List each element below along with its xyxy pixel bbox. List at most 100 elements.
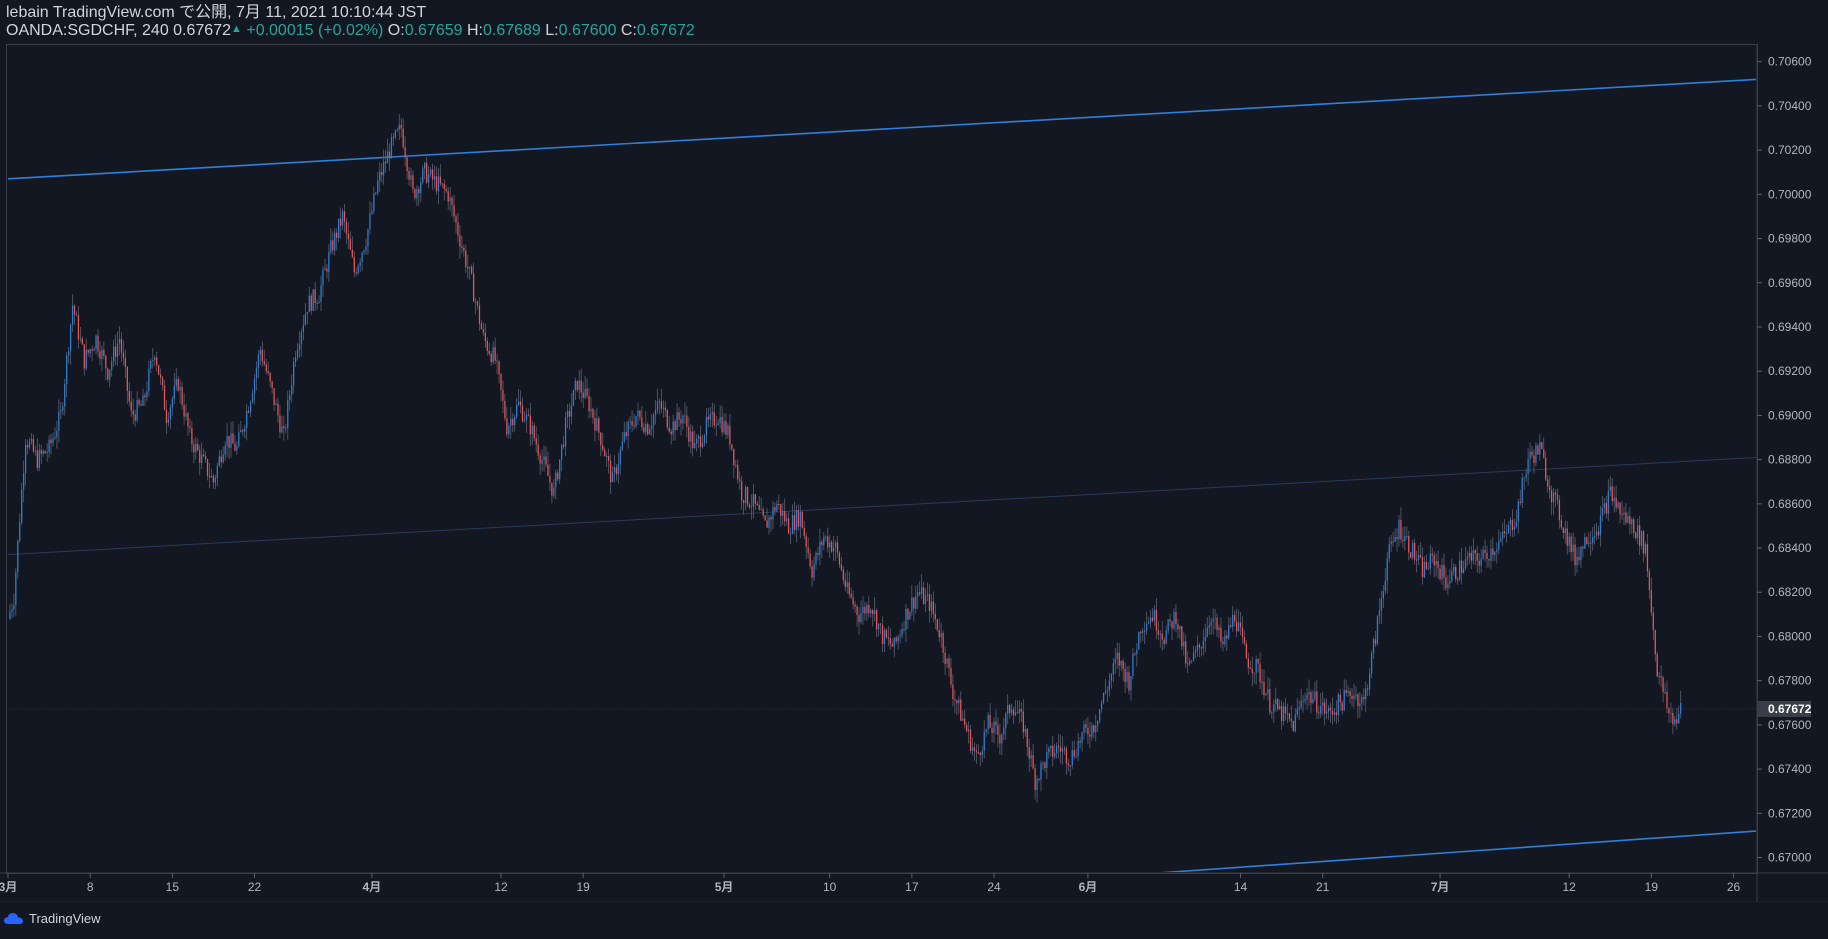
candle-down [120, 338, 123, 353]
candle-down [1410, 552, 1412, 558]
candle-up [1680, 703, 1682, 714]
candle-down [1339, 694, 1341, 703]
candle-up [320, 285, 322, 302]
candle-down [1245, 643, 1248, 659]
candle-up [116, 343, 119, 357]
candle-down [203, 454, 205, 457]
candle-down [1625, 512, 1627, 523]
candle-up [9, 611, 11, 619]
y-tick-label: 0.70600 [1768, 55, 1812, 69]
candlestick-chart[interactable]: 0.70600 0.70400 0.70200 0.70000 0.69800 0.696… [0, 0, 1828, 902]
candle-up [709, 414, 711, 420]
symbol-label[interactable]: OANDA:SGDCHF, 240 0.67672 [6, 22, 231, 39]
candle-down [1470, 552, 1473, 561]
candle-up [715, 424, 717, 426]
candle-up [606, 456, 608, 458]
candle-up [257, 354, 260, 369]
candle-up [34, 450, 37, 452]
candle-up [11, 609, 13, 612]
candle-down [355, 272, 357, 274]
candle-up [249, 402, 252, 413]
candle-down [770, 516, 772, 520]
candle-down [707, 416, 710, 420]
trendline [1161, 830, 1756, 872]
candle-down [821, 541, 823, 546]
candle-up [920, 587, 923, 594]
candle-down [527, 414, 530, 416]
candle-up [28, 441, 31, 448]
candle-up [877, 623, 880, 630]
candle-up [289, 394, 291, 400]
candle-down [1484, 549, 1486, 553]
candle-up [862, 606, 864, 614]
candle-down [1646, 544, 1649, 572]
candle-up [1513, 526, 1516, 530]
candle-up [246, 411, 248, 428]
y-tick-label: 0.69000 [1768, 408, 1812, 422]
candle-up [930, 601, 933, 611]
candle-up [795, 510, 798, 530]
candle-up [1030, 755, 1032, 759]
candle-down [713, 412, 715, 426]
candle-down [199, 450, 201, 464]
candle-down [1185, 641, 1187, 664]
candle-up [1359, 703, 1361, 707]
x-tick-label: 22 [248, 880, 262, 894]
candle-up [244, 427, 246, 432]
y-tick-label: 0.68400 [1768, 541, 1812, 555]
candle-up [1304, 698, 1306, 701]
candle-up [772, 507, 774, 520]
candle-up [1024, 728, 1026, 733]
candle-up [819, 541, 821, 555]
candle-down [954, 699, 956, 701]
candle-down [1032, 755, 1034, 769]
candle-down [134, 414, 136, 421]
candle-up [735, 464, 737, 466]
candle-up [420, 182, 422, 194]
x-tick-label: 4月 [363, 880, 382, 894]
candle-up [218, 456, 220, 466]
candle-up [1347, 691, 1349, 694]
candle-up [1601, 507, 1604, 516]
candle-down [130, 401, 132, 411]
candle-up [410, 175, 412, 180]
candle-down [1065, 748, 1068, 764]
candle-up [962, 718, 964, 721]
x-tick-label: 3月 [0, 880, 17, 894]
candle-down [498, 361, 500, 374]
candle-up [1179, 626, 1181, 630]
candle-down [594, 418, 596, 431]
candle-down [1519, 501, 1521, 503]
candle-up [786, 518, 788, 522]
candle-up [253, 378, 256, 394]
tradingview-logo[interactable]: TradingView [4, 911, 101, 926]
candle-down [314, 289, 316, 303]
candle-down [850, 594, 852, 598]
candle-down [737, 464, 739, 480]
candle-down [778, 504, 780, 506]
candle-up [1372, 639, 1375, 654]
candle-up [1369, 673, 1371, 690]
candle-up [1167, 619, 1169, 631]
candle-up [1394, 537, 1396, 542]
candle-up [517, 401, 520, 405]
y-tick-label: 0.70000 [1768, 187, 1812, 201]
candle-down [754, 494, 756, 504]
candle-up [993, 721, 995, 734]
candle-up [1564, 528, 1566, 533]
candle-down [758, 504, 760, 510]
candle-up [1517, 501, 1519, 522]
candle-up [1138, 632, 1140, 650]
candle-up [1046, 752, 1048, 769]
candle-up [1071, 750, 1073, 766]
candle-down [177, 378, 179, 391]
candle-up [422, 168, 424, 183]
publisher-line: lebain TradingView.com で公開, 7月 11, 2021 … [6, 4, 427, 21]
candle-up [1282, 706, 1285, 722]
candle-up [291, 385, 293, 395]
candle-up [398, 124, 400, 130]
last-price-badge [1757, 700, 1811, 717]
candle-down [844, 579, 846, 587]
candle-down [801, 511, 803, 528]
candle-down [1582, 546, 1584, 549]
